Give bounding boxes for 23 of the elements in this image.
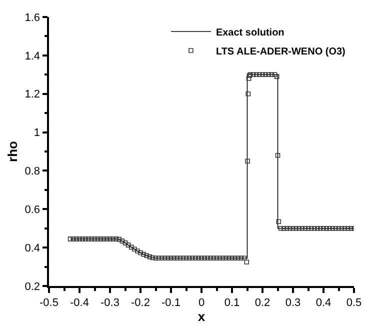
y-tick-label: 1.4 xyxy=(24,50,40,62)
y-axis-title: rho xyxy=(5,140,20,162)
x-tick-label: 0.4 xyxy=(316,296,332,309)
y-tick-label: 1.2 xyxy=(24,88,40,101)
y-tick-label: 0.6 xyxy=(24,204,40,216)
x-tick-label: -0.1 xyxy=(162,296,180,309)
y-tick-label: 1.6 xyxy=(24,12,40,24)
y-tick-label: 0.2 xyxy=(24,280,40,293)
x-tick-label: 0.2 xyxy=(254,296,270,309)
x-tick-label: -0.2 xyxy=(131,296,150,309)
x-tick-label: 0.1 xyxy=(224,296,240,309)
x-axis-title: x xyxy=(198,308,206,324)
x-tick-label: -0.3 xyxy=(100,296,120,309)
y-tick-label: 0.4 xyxy=(24,242,40,254)
x-tick-label: 0.3 xyxy=(285,296,301,309)
legend-label: Exact solution xyxy=(216,27,284,38)
legend-label: LTS ALE-ADER-WENO (O3) xyxy=(216,46,346,58)
y-tick-label: 1 xyxy=(34,127,40,140)
x-tick-label: 0.5 xyxy=(346,296,362,309)
x-tick-label: -0.5 xyxy=(40,296,58,309)
y-tick-label: 0.8 xyxy=(24,166,40,178)
x-tick-label: -0.4 xyxy=(70,296,89,309)
x-tick-label: 0 xyxy=(198,296,205,309)
